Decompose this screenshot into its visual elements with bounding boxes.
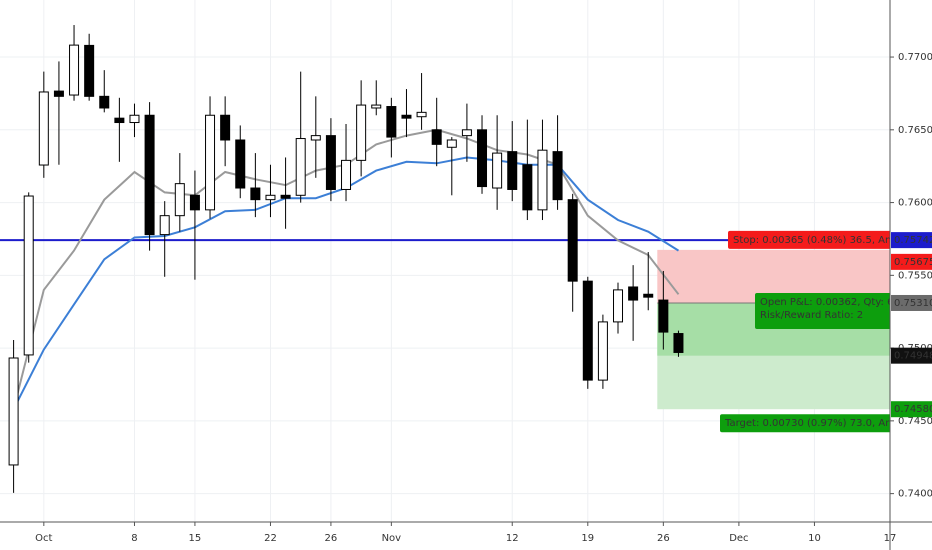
candle-body [416,111,427,118]
x-tick-label: Oct [35,533,52,544]
candle-body [265,194,276,201]
candle-body [250,187,261,201]
price-label-box [891,232,932,249]
x-tick-label: 19 [581,533,594,544]
x-tick-label: Nov [382,533,402,544]
x-tick-label: 12 [506,533,519,544]
candle-body [386,106,397,138]
candle-body [23,195,34,356]
candle-body [356,104,367,161]
target-label: Target: 0.00730 (0.97%) 73.0, Am [724,418,895,429]
candle-body [643,293,654,298]
candle-body [114,117,125,124]
candle-body [567,199,578,282]
candle-body [371,104,382,109]
price-label: 0.74580 [894,404,932,415]
x-tick-label: 15 [189,533,202,544]
candle-body [461,129,472,137]
candle-body [235,139,246,189]
candle-body [552,151,563,201]
price-label: 0.75310 [894,298,932,309]
price-label-box [891,347,932,364]
candle-body [53,90,64,97]
candle-body [431,129,442,145]
candle-body [99,95,110,109]
candle-body [673,333,684,353]
candle-body [38,91,49,166]
stop-label: Stop: 0.00365 (0.48%) 36.5, Am [733,235,895,246]
candle-body [129,114,140,124]
pnl-label-box [755,292,890,329]
candle-body [477,129,488,188]
candle-body [174,183,185,217]
candle-body [658,299,669,333]
candle-body [446,139,457,148]
pnl-label: Risk/Reward Ratio: 2 [760,310,863,321]
candle-body [628,286,639,301]
candle-body [310,135,321,141]
candle-body [401,114,412,119]
price-label-box [891,294,932,311]
candle-body [280,194,291,199]
x-tick-label: 26 [325,533,338,544]
candle-body [205,114,216,211]
candle-body [341,159,352,190]
x-tick-label: 22 [264,533,277,544]
candle-body [189,194,200,211]
x-tick-label: Dec [729,533,748,544]
candle-body [159,215,170,236]
target-label-box [720,414,890,433]
x-tick-label: 8 [131,533,137,544]
price-label: 0.74948 [894,351,932,362]
y-tick-label: 0.77000 [898,52,932,63]
candle-body [537,149,548,211]
x-tick-label: 26 [657,533,670,544]
x-tick-label: 10 [808,533,821,544]
candle-body [84,44,95,97]
price-label-box [891,401,932,418]
candle-body [613,289,624,323]
stop-label-box [728,230,890,249]
candle-body [492,152,503,189]
price-label-box [891,253,932,270]
candle-body [325,135,336,190]
x-tick-label: 17 [884,533,897,544]
candle-body [220,114,231,141]
candle-body [8,357,19,466]
candle-body [69,44,80,96]
candle-body [507,151,518,190]
plot-area: Stop: 0.00365 (0.48%) 36.5, Am Open P&L: … [0,0,895,522]
candle-body [295,138,306,196]
candle-body [597,321,608,381]
price-label: 0.75675 [894,257,932,268]
pnl-label: Open P&L: 0.00362, Qty: 6 [760,297,893,308]
candle-body [582,280,593,381]
candle-body [522,164,533,211]
price-label: 0.75742 [894,235,932,246]
candle-body [144,114,155,236]
